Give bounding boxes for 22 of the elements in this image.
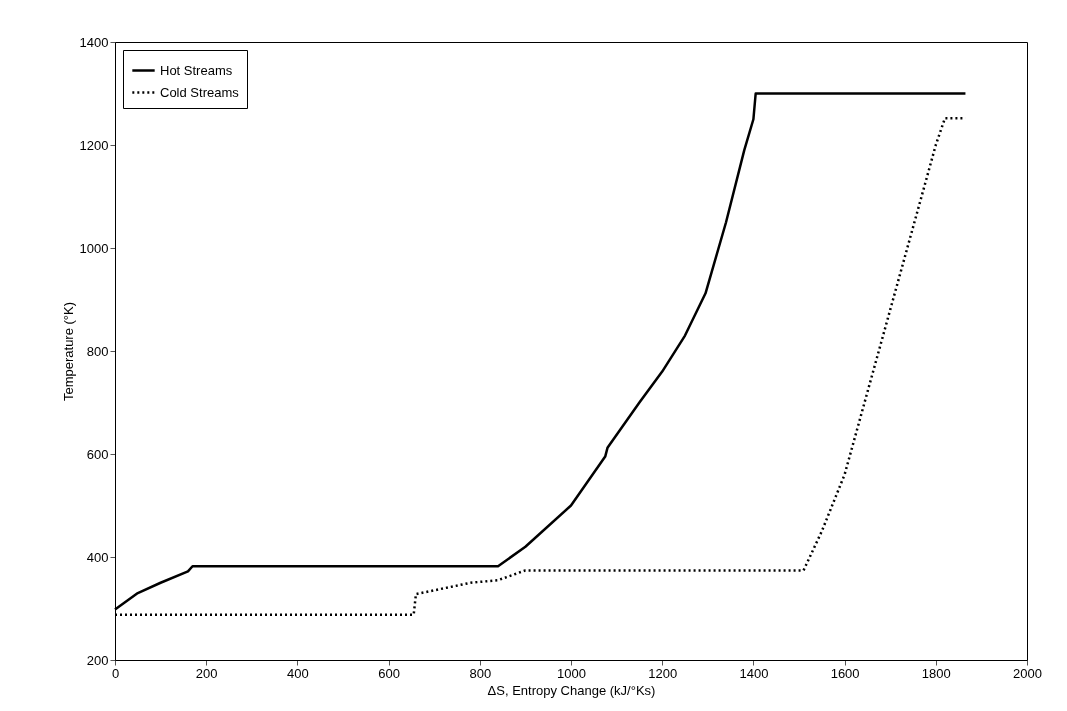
y-tick-label: 200 <box>86 652 109 668</box>
x-tick-label: 400 <box>287 665 309 681</box>
x-tick-label: 1600 <box>830 665 860 681</box>
x-tick-label: 1800 <box>921 665 951 681</box>
x-axis-title: ΔS, Entropy Change (kJ/°Ks) <box>487 682 656 698</box>
x-tick-label: 1400 <box>739 665 769 681</box>
x-tick-label: 200 <box>195 665 218 681</box>
x-tick-label: 0 <box>111 665 120 681</box>
x-tick-label: 1200 <box>648 665 678 681</box>
legend-label: Cold Streams <box>160 84 240 100</box>
y-tick-label: 800 <box>86 343 109 359</box>
y-tick-label: 1400 <box>79 34 109 50</box>
x-tick-label: 800 <box>469 665 492 681</box>
x-tick-label: 600 <box>378 665 400 681</box>
y-tick-label: 1000 <box>79 240 109 256</box>
y-tick-label: 600 <box>86 446 109 462</box>
y-tick-label: 1200 <box>79 137 109 153</box>
x-tick-label: 1000 <box>557 665 586 681</box>
y-tick-label: 400 <box>86 549 109 565</box>
y-axis-title: Temperature (°K) <box>60 301 76 402</box>
legend-label: Hot Streams <box>160 62 233 78</box>
x-tick-label: 2000 <box>1013 665 1042 681</box>
